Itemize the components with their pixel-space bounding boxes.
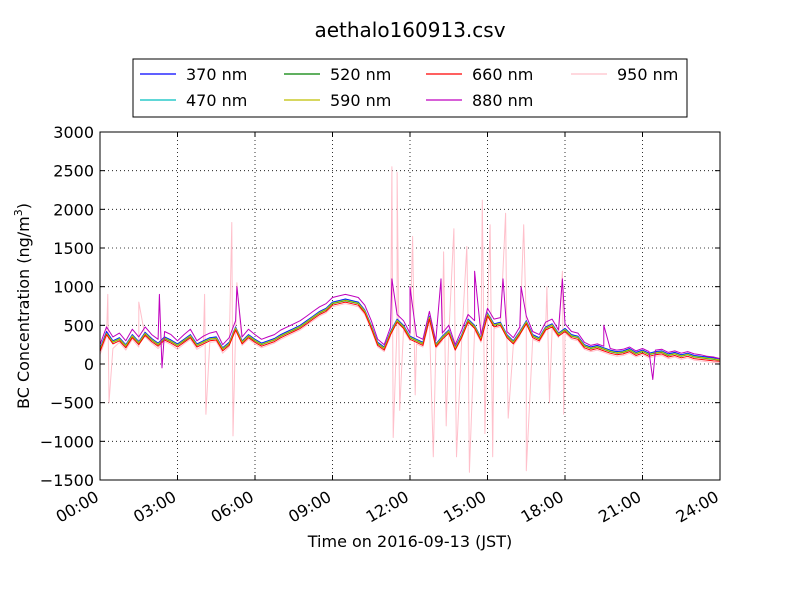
legend: 370 nm 470 nm 520 nm 590 nm 660 nm 880 nm 950 … xyxy=(132,58,688,118)
legend-label: 950 nm xyxy=(617,65,678,84)
y-tick-label: −1000 xyxy=(40,432,94,451)
y-tick-label: 0 xyxy=(84,355,94,374)
y-tick-label: 1000 xyxy=(53,278,94,297)
y-axis-label-end: ) xyxy=(14,203,33,209)
series-line-590-nm xyxy=(99,299,721,361)
y-tick-label: 1500 xyxy=(53,239,94,258)
y-axis-label-sup: 3 xyxy=(12,209,25,216)
chart-title: aethalo160913.csv xyxy=(314,18,505,42)
legend-label: 470 nm xyxy=(186,91,247,110)
legend-label: 590 nm xyxy=(330,91,391,110)
y-tick-label: −500 xyxy=(50,394,94,413)
legend-label: 880 nm xyxy=(472,91,533,110)
series-lines xyxy=(99,166,721,473)
y-tick-label: 2500 xyxy=(53,162,94,181)
axis-ticks xyxy=(99,131,721,481)
y-tick-labels: −1500 −1000 −500 0 500 1000 1500 2000 2500 3000 xyxy=(40,123,94,490)
legend-label: 370 nm xyxy=(186,65,247,84)
series-line-660-nm xyxy=(99,301,721,362)
y-axis-label-main: BC Concentration (ng/m xyxy=(14,216,33,409)
legend-label: 660 nm xyxy=(472,65,533,84)
grid-lines xyxy=(100,132,720,480)
y-tick-label: 3000 xyxy=(53,123,94,142)
y-tick-label: 2000 xyxy=(53,200,94,219)
x-axis-label: Time on 2016-09-13 (JST) xyxy=(307,532,512,551)
y-axis-label: BC Concentration (ng/m3) xyxy=(12,203,33,409)
y-tick-label: −1500 xyxy=(40,471,94,490)
legend-label: 520 nm xyxy=(330,65,391,84)
y-tick-label: 500 xyxy=(63,316,94,335)
series-line-880-nm xyxy=(99,270,721,380)
legend-frame xyxy=(132,58,688,118)
